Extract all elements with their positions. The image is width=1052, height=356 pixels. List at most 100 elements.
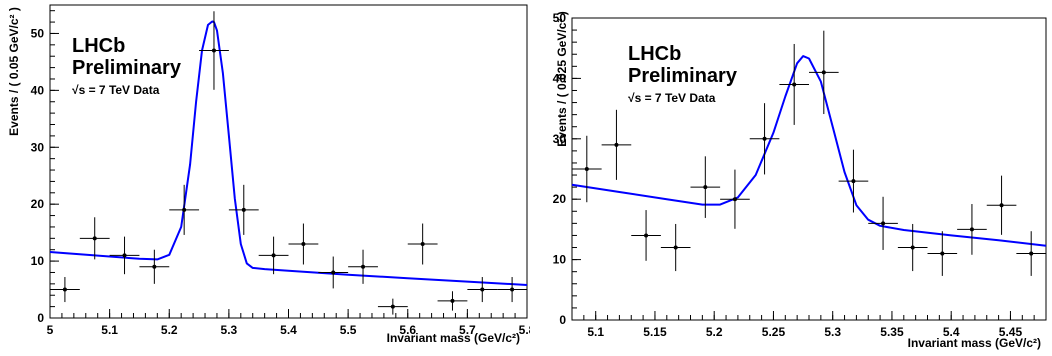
data-point bbox=[407, 223, 438, 265]
data-point bbox=[897, 223, 928, 272]
data-point bbox=[377, 298, 408, 315]
data-point bbox=[109, 236, 140, 275]
data-point bbox=[868, 196, 898, 250]
x-tick-label: 5.1 bbox=[587, 325, 604, 339]
data-point bbox=[50, 277, 80, 303]
x-tick-label: 5.2 bbox=[161, 323, 178, 337]
data-marker bbox=[450, 298, 455, 303]
data-marker bbox=[301, 242, 306, 247]
data-point bbox=[749, 103, 780, 175]
data-point bbox=[199, 11, 229, 90]
data-marker bbox=[584, 167, 589, 171]
data-point bbox=[497, 277, 527, 303]
x-tick-label: 5.7 bbox=[459, 323, 476, 337]
y-tick-label: 20 bbox=[553, 192, 567, 206]
data-marker bbox=[361, 264, 366, 269]
data-point bbox=[690, 156, 721, 218]
y-axis-label: Events / ( 0.05 GeV/c² ) bbox=[7, 7, 21, 136]
data-point bbox=[1016, 231, 1046, 276]
data-point bbox=[348, 249, 378, 284]
y-axis-label: Events / ( 0.025 GeV/c² ) bbox=[555, 11, 569, 146]
y-tick-label: 30 bbox=[553, 132, 567, 146]
x-tick-label: 5.3 bbox=[221, 323, 238, 337]
data-point bbox=[139, 249, 170, 284]
data-point bbox=[838, 149, 869, 213]
lhcb-label: LHCb bbox=[628, 43, 681, 65]
data-marker bbox=[271, 253, 276, 258]
data-marker bbox=[241, 207, 246, 212]
data-marker bbox=[969, 227, 974, 232]
data-point bbox=[437, 291, 468, 311]
data-point bbox=[631, 210, 661, 261]
y-tick-label: 30 bbox=[31, 140, 45, 154]
left-chart-panel: 5 5.1 5.2 5.3 5.4 5.5 5.6 5.7 5.8 0 10 20 30 40 50 Inva… bbox=[7, 4, 530, 345]
data-marker bbox=[821, 70, 826, 75]
data-marker bbox=[614, 142, 619, 147]
x-tick-label: 5.4 bbox=[943, 325, 960, 339]
x-tick-label: 5.2 bbox=[706, 325, 723, 339]
x-tick-label: 5.3 bbox=[824, 325, 841, 339]
data-point bbox=[809, 30, 839, 115]
data-point bbox=[467, 277, 498, 303]
preliminary-label: Preliminary bbox=[628, 65, 738, 87]
data-marker bbox=[62, 287, 67, 292]
data-marker bbox=[182, 207, 187, 212]
data-marker bbox=[792, 82, 797, 87]
energy-label: √s = 7 TeV Data bbox=[628, 91, 716, 105]
data-point bbox=[660, 223, 691, 272]
x-tick-label: 5.15 bbox=[643, 325, 667, 339]
data-point bbox=[986, 175, 1017, 235]
lhcb-label: LHCb bbox=[72, 35, 125, 57]
data-marker bbox=[122, 253, 127, 258]
data-marker bbox=[1029, 251, 1034, 256]
right-chart: 5.1 5.15 5.2 5.25 5.3 5.35 5.4 5.45 0 10 20 30 40 50 I… bbox=[553, 11, 1047, 350]
preliminary-label: Preliminary bbox=[72, 57, 182, 79]
y-tick-label: 20 bbox=[31, 197, 45, 211]
data-point bbox=[779, 43, 809, 125]
data-point bbox=[927, 231, 958, 276]
fit-curve bbox=[571, 55, 1047, 247]
data-marker bbox=[92, 236, 97, 241]
data-marker bbox=[732, 197, 737, 202]
data-marker bbox=[881, 221, 886, 226]
data-marker bbox=[510, 287, 515, 292]
left-chart: 5 5.1 5.2 5.3 5.4 5.5 5.6 5.7 5.8 0 10 20 30 40 50 Inva… bbox=[7, 4, 530, 345]
data-marker bbox=[644, 233, 649, 238]
data-marker bbox=[152, 264, 157, 269]
x-tick-label: 5.8 bbox=[519, 323, 530, 337]
x-axis-label: Invariant mass (GeV/c²) bbox=[387, 331, 520, 345]
energy-label: √s = 7 TeV Data bbox=[72, 83, 160, 97]
y-tick-label: 50 bbox=[31, 26, 45, 40]
data-marker bbox=[999, 203, 1004, 208]
y-tick-label: 0 bbox=[559, 313, 566, 327]
x-tick-label: 5 bbox=[47, 323, 54, 337]
data-marker bbox=[762, 136, 767, 141]
data-point bbox=[79, 217, 110, 260]
y-tick-label: 10 bbox=[31, 254, 45, 268]
data-marker bbox=[480, 287, 485, 292]
y-tick-label: 40 bbox=[553, 71, 567, 85]
fit-curve bbox=[49, 20, 528, 286]
data-point bbox=[720, 169, 750, 229]
data-marker bbox=[390, 304, 395, 309]
y-tick-label: 0 bbox=[37, 311, 44, 325]
y-tick-label: 50 bbox=[553, 11, 567, 25]
y-tick-label: 10 bbox=[553, 253, 567, 267]
x-tick-label: 5.35 bbox=[880, 325, 904, 339]
data-marker bbox=[940, 251, 945, 256]
data-point bbox=[258, 236, 289, 275]
data-point bbox=[601, 109, 632, 180]
data-marker bbox=[331, 270, 336, 275]
data-point bbox=[288, 223, 319, 265]
data-marker bbox=[703, 185, 708, 190]
y-tick-label: 40 bbox=[31, 83, 45, 97]
data-marker bbox=[420, 242, 425, 247]
data-point bbox=[228, 184, 259, 235]
data-point bbox=[572, 135, 602, 203]
x-tick-label: 5.6 bbox=[399, 323, 416, 337]
x-tick-label: 5.4 bbox=[280, 323, 297, 337]
x-tick-label: 5.25 bbox=[762, 325, 786, 339]
data-marker bbox=[910, 245, 915, 250]
x-axis-label: Invariant mass (GeV/c²) bbox=[908, 336, 1041, 350]
data-point bbox=[957, 204, 987, 255]
